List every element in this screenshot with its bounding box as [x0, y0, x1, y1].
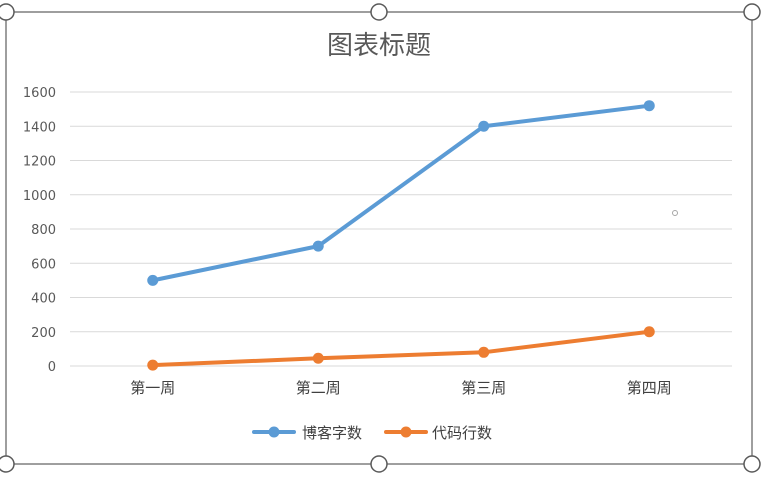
x-axis-ticks: 第一周 第二周 第三周 第四周 — [130, 379, 672, 397]
data-point[interactable] — [478, 346, 490, 358]
data-point[interactable] — [643, 100, 655, 112]
resize-handle-bottom-left[interactable] — [0, 455, 15, 473]
resize-handle-top-right[interactable] — [743, 3, 761, 21]
series-1[interactable] — [147, 100, 655, 286]
y-tick-label: 1000 — [23, 189, 56, 204]
legend[interactable]: 博客字数 代码行数 — [252, 424, 492, 442]
series-line[interactable] — [150, 329, 652, 368]
data-point[interactable] — [643, 326, 655, 338]
y-tick-label: 0 — [48, 360, 56, 375]
y-tick-label: 1400 — [23, 120, 56, 135]
y-axis-ticks: 0 200 400 600 800 1000 1200 1400 1600 — [23, 86, 56, 375]
series-line[interactable] — [150, 103, 652, 283]
resize-handle-bottom[interactable] — [370, 455, 388, 473]
x-tick-label: 第一周 — [130, 379, 175, 397]
data-point[interactable] — [147, 274, 159, 286]
x-tick-label: 第三周 — [461, 379, 506, 397]
legend-item[interactable]: 博客字数 — [252, 424, 362, 442]
legend-label: 代码行数 — [432, 424, 492, 442]
y-tick-label: 400 — [31, 292, 56, 307]
plot-series[interactable] — [147, 100, 655, 371]
data-point[interactable] — [312, 240, 324, 252]
y-tick-label: 600 — [31, 257, 56, 272]
x-tick-label: 第四周 — [627, 379, 672, 397]
x-tick-label: 第二周 — [296, 379, 341, 397]
chart-border — [5, 11, 753, 465]
y-tick-label: 1200 — [23, 155, 56, 170]
stray-marker — [672, 210, 678, 216]
chart-title[interactable]: 图表标题 — [327, 31, 431, 61]
legend-marker — [400, 426, 412, 438]
legend-label: 博客字数 — [302, 424, 362, 442]
legend-marker — [268, 426, 280, 438]
data-point[interactable] — [312, 352, 324, 364]
series-2[interactable] — [147, 326, 655, 371]
resize-handle-top-left[interactable] — [0, 3, 15, 21]
resize-handle-top[interactable] — [370, 3, 388, 21]
y-tick-label: 1600 — [23, 86, 56, 101]
y-tick-label: 200 — [31, 326, 56, 341]
selection-handles[interactable] — [0, 3, 761, 473]
data-point[interactable] — [478, 120, 490, 132]
legend-item[interactable]: 代码行数 — [384, 424, 492, 442]
resize-handle-bottom-right[interactable] — [743, 455, 761, 473]
data-point[interactable] — [147, 359, 159, 371]
y-tick-label: 800 — [31, 223, 56, 238]
